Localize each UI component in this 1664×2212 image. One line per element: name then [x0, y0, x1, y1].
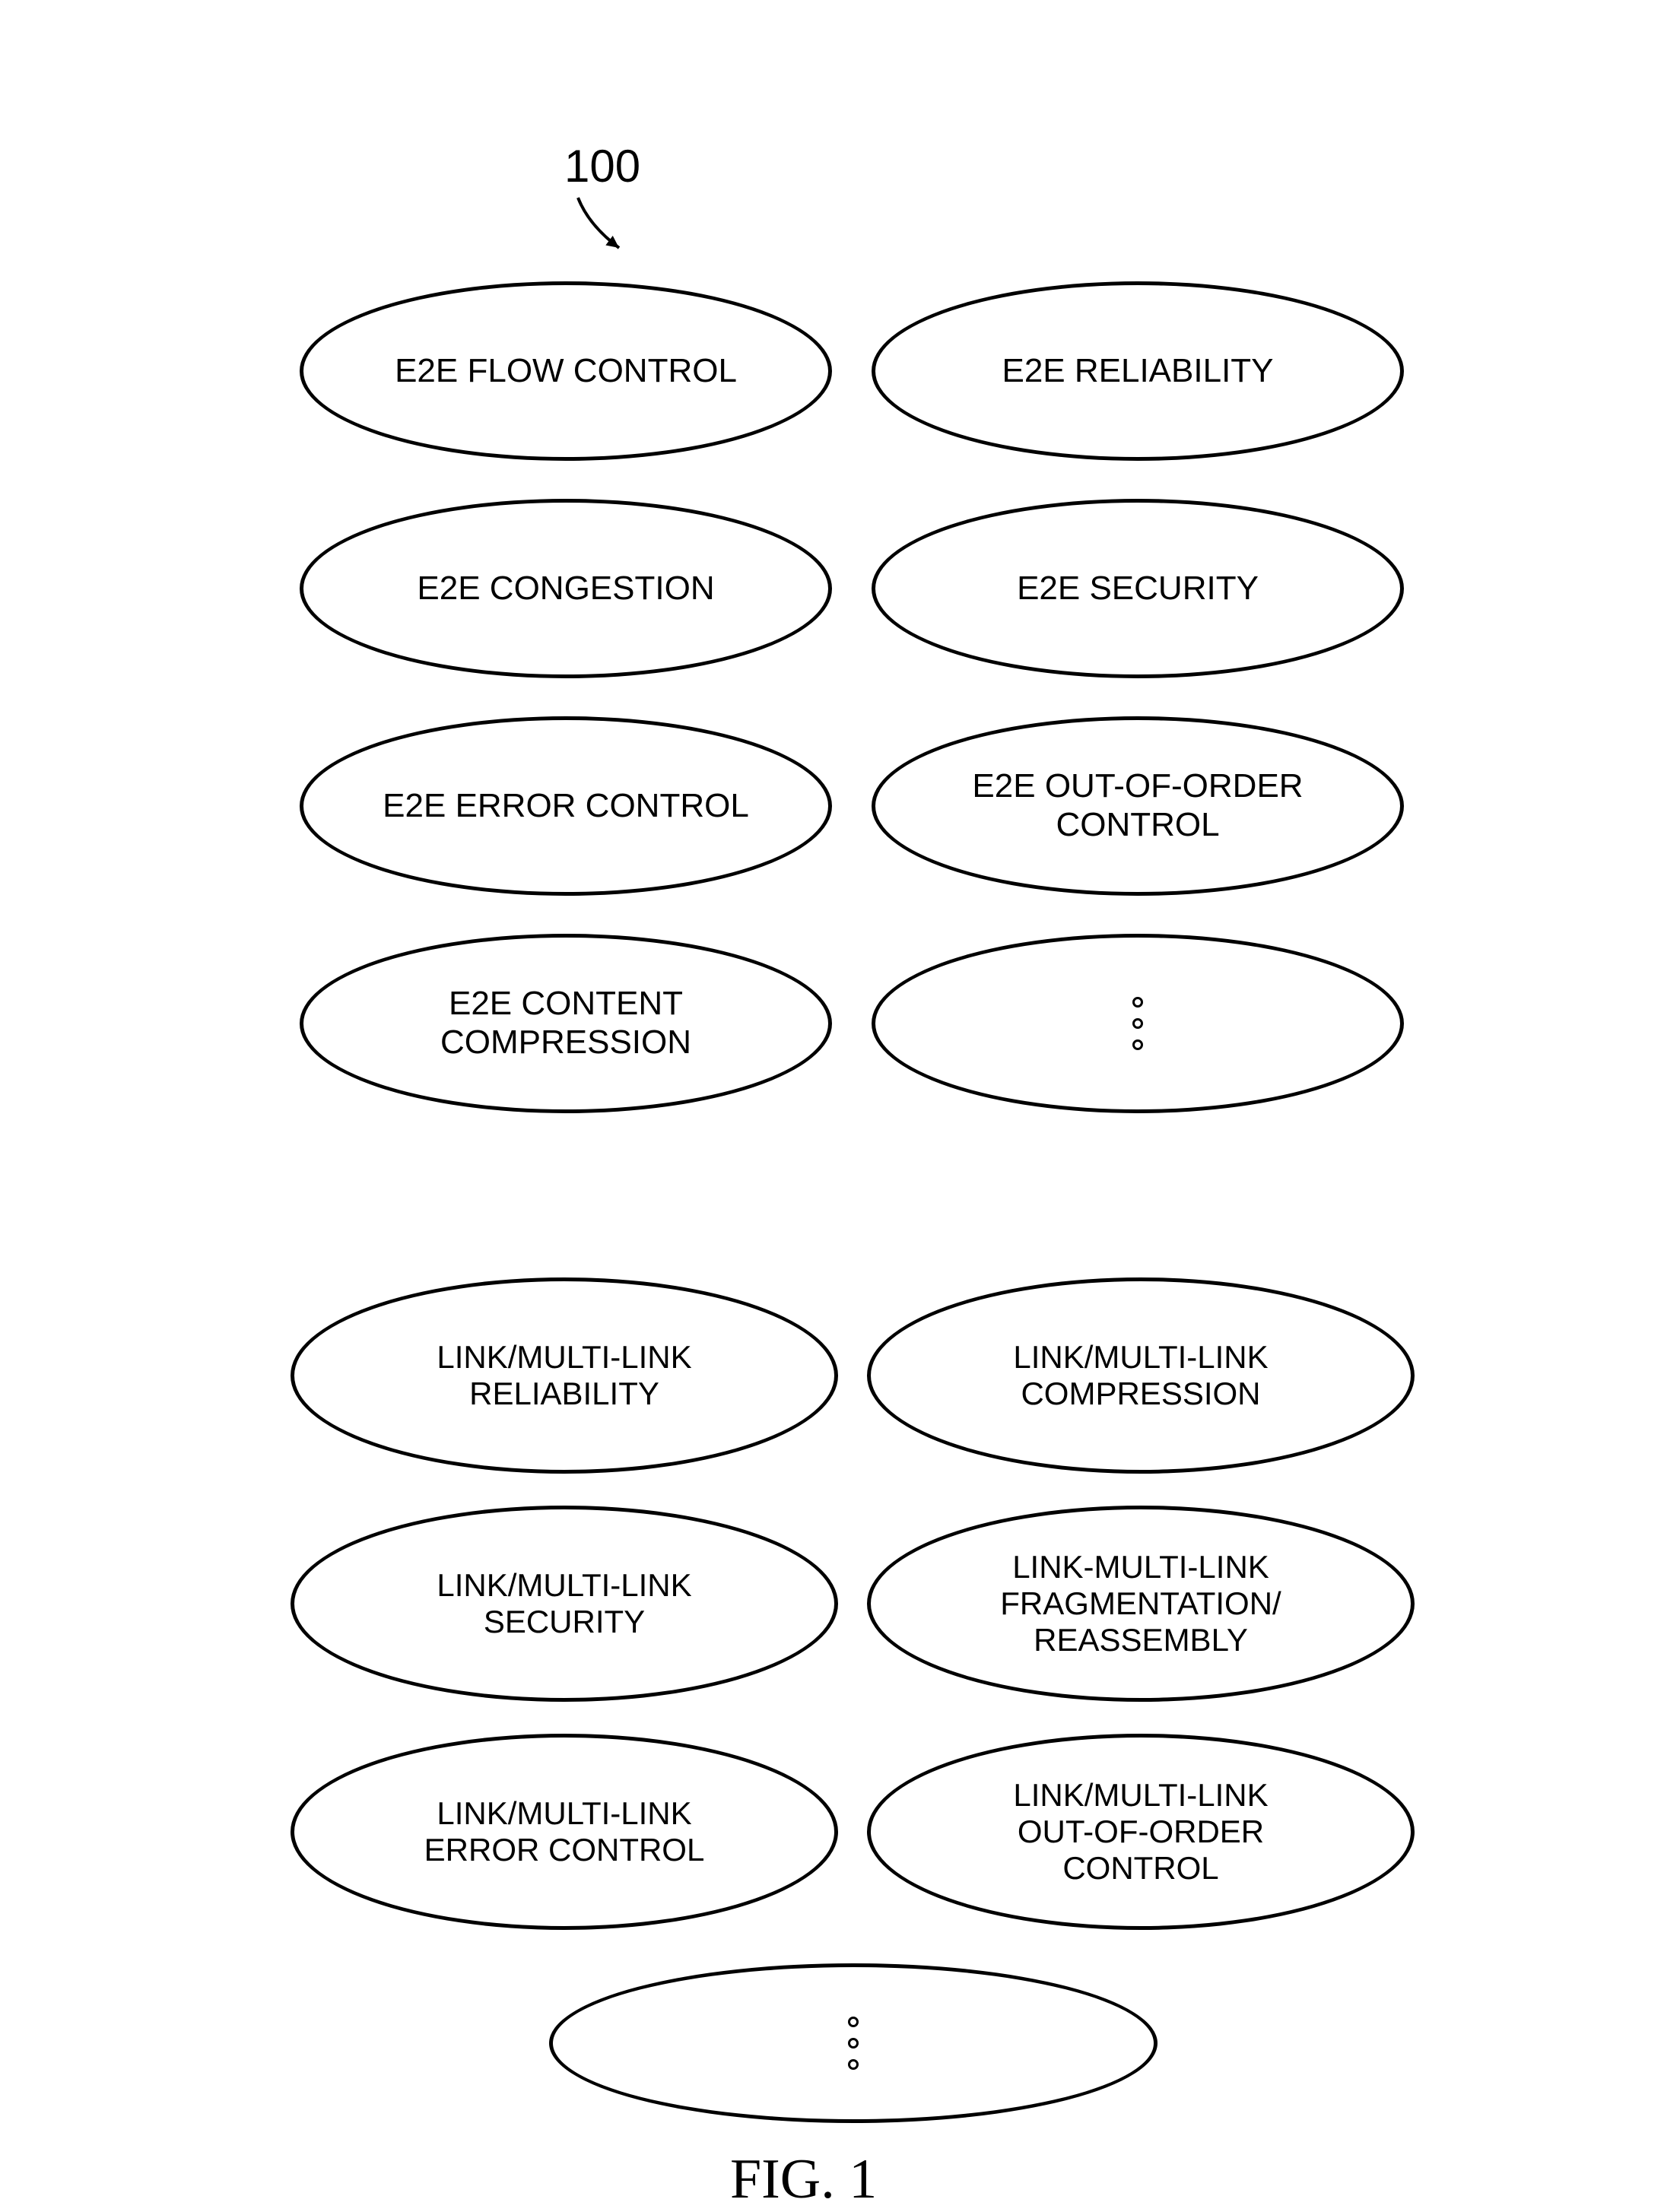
ellipse-node-g2-r0: LINK/MULTI-LINK COMPRESSION: [867, 1277, 1415, 1474]
ellipse-label: E2E ERROR CONTROL: [360, 787, 772, 826]
ellipse-node-g1-r1: E2E SECURITY: [872, 499, 1404, 678]
ellipse-node-g1-r0: E2E RELIABILITY: [872, 281, 1404, 461]
ellipse-label: LINK/MULTI-LINK ERROR CONTROL: [402, 1795, 728, 1869]
ellipse-label: E2E SECURITY: [994, 570, 1281, 608]
ellipse-node-g1-r2: E2E OUT-OF-ORDER CONTROL: [872, 716, 1404, 896]
ellipse-label: LINK/MULTI-LINK COMPRESSION: [990, 1339, 1291, 1413]
ellipse-node-g1-l0: E2E FLOW CONTROL: [300, 281, 832, 461]
ellipse-label: LINK/MULTI-LINK OUT-OF-ORDER CONTROL: [990, 1777, 1291, 1887]
ellipse-label: LINK/MULTI-LINK SECURITY: [414, 1567, 714, 1641]
ellipse-label: E2E RELIABILITY: [979, 352, 1296, 391]
ellipse-label: E2E OUT-OF-ORDER CONTROL: [949, 767, 1326, 844]
ellipse-node-g2-l1: LINK/MULTI-LINK SECURITY: [291, 1506, 838, 1702]
figure-page: 100E2E FLOW CONTROLE2E CONGESTIONE2E ERR…: [0, 0, 1664, 2168]
ellipse-node-g2-r2: LINK/MULTI-LINK OUT-OF-ORDER CONTROL: [867, 1734, 1415, 1930]
ellipsis-dots: [1132, 997, 1143, 1050]
ellipse-node-g1-l2: E2E ERROR CONTROL: [300, 716, 832, 896]
figure-caption: FIG. 1: [730, 2147, 877, 2212]
ellipse-node-g2-bottom: [549, 1963, 1157, 2123]
ellipse-label: LINK-MULTI-LINK FRAGMENTATION/ REASSEMBL…: [977, 1549, 1304, 1659]
ellipse-node-g1-l1: E2E CONGESTION: [300, 499, 832, 678]
ellipse-node-g2-l0: LINK/MULTI-LINK RELIABILITY: [291, 1277, 838, 1474]
ellipse-node-g2-l2: LINK/MULTI-LINK ERROR CONTROL: [291, 1734, 838, 1930]
ellipsis-dots: [848, 2017, 859, 2070]
ellipse-label: E2E CONTENT COMPRESSION: [418, 985, 714, 1062]
ellipse-label: E2E CONGESTION: [394, 570, 737, 608]
ellipse-label: LINK/MULTI-LINK RELIABILITY: [414, 1339, 714, 1413]
ellipse-node-g2-r1: LINK-MULTI-LINK FRAGMENTATION/ REASSEMBL…: [867, 1506, 1415, 1702]
ellipse-label: E2E FLOW CONTROL: [372, 352, 760, 391]
ellipse-node-g1-r3: [872, 934, 1404, 1113]
ellipse-node-g1-l3: E2E CONTENT COMPRESSION: [300, 934, 832, 1113]
